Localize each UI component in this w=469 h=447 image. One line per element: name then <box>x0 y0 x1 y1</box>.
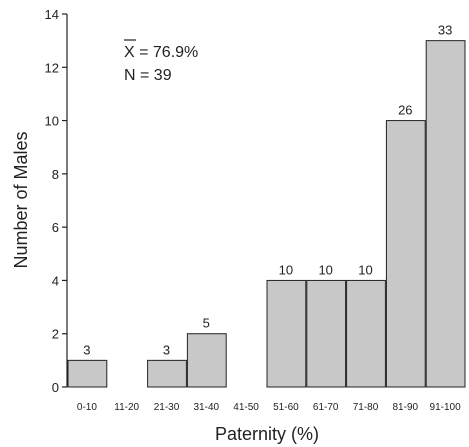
bar-label: 10 <box>358 262 372 277</box>
bar-label: 3 <box>163 342 170 357</box>
mean-value: = 76.9% <box>135 44 199 61</box>
y-tick-label: 0 <box>52 380 59 395</box>
n-annotation: N = 39 <box>124 67 172 84</box>
stats-annotation: X = 76.9% N = 39 <box>124 39 198 84</box>
x-tick-label: 81-90 <box>393 402 419 413</box>
bar-81-90 <box>385 120 426 388</box>
y-tick-label: 4 <box>52 273 59 288</box>
x-ticks-group: 0-10 11-20 21-30 31-40 41-50 51-60 61-70 71-80 8… <box>77 402 461 413</box>
bar-label: 26 <box>398 103 412 118</box>
y-tick-label: 8 <box>52 167 59 182</box>
bar-91-100 <box>425 40 466 388</box>
bar-0-10 <box>67 359 108 388</box>
x-tick-label: 21-30 <box>154 402 180 413</box>
bar-31-40 <box>186 333 227 388</box>
bars-group <box>67 40 466 388</box>
mean-symbol: X <box>124 44 135 61</box>
y-tick-label: 6 <box>52 220 59 235</box>
x-tick-label: 91-100 <box>430 402 462 413</box>
bar-label: 10 <box>318 262 332 277</box>
bar-label: 3 <box>83 342 90 357</box>
y-tick-label: 2 <box>52 327 59 342</box>
bar-label: 5 <box>203 316 210 331</box>
y-tick-label: 12 <box>45 60 59 75</box>
x-tick-label: 61-70 <box>313 402 339 413</box>
x-tick-label: 51-60 <box>273 402 299 413</box>
bar-21-30 <box>147 359 187 388</box>
x-tick-label: 71-80 <box>353 402 379 413</box>
y-axis-title: Number of Males <box>11 131 31 268</box>
bar-51-60 <box>266 279 307 388</box>
x-tick-label: 0-10 <box>77 402 97 413</box>
x-axis-title: Paternity (%) <box>215 424 319 444</box>
y-tick-label: 14 <box>45 7 59 22</box>
y-tick-label: 10 <box>45 114 59 129</box>
bar-label: 33 <box>438 23 452 38</box>
bar-label: 10 <box>279 262 293 277</box>
bar-61-70 <box>306 279 347 388</box>
x-tick-label: 11-20 <box>114 402 139 413</box>
x-tick-label: 41-50 <box>233 402 259 413</box>
mean-annotation: X = 76.9% <box>124 44 198 61</box>
y-ticks-group: 0 2 4 6 8 10 12 14 <box>45 7 67 395</box>
bar-71-80 <box>346 279 386 388</box>
x-tick-label: 31-40 <box>194 402 220 413</box>
